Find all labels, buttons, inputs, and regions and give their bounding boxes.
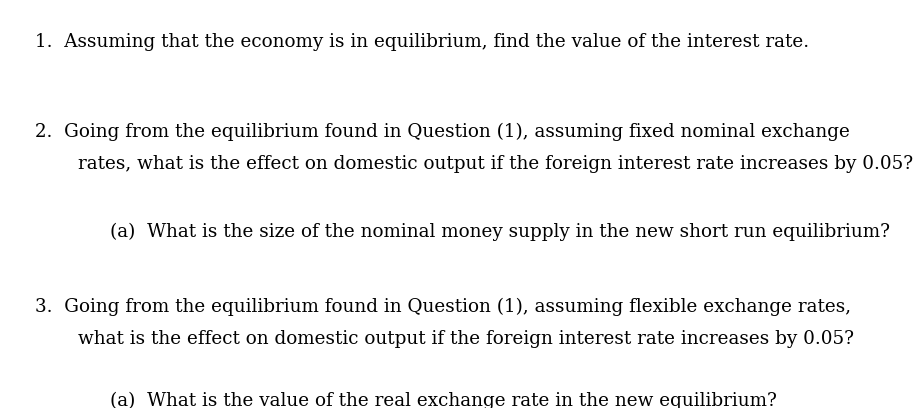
Text: 3.  Going from the equilibrium found in Question (1), assuming flexible exchange: 3. Going from the equilibrium found in Q… <box>35 298 851 316</box>
Text: rates, what is the effect on domestic output if the foreign interest rate increa: rates, what is the effect on domestic ou… <box>78 155 913 173</box>
Text: (a)  What is the value of the real exchange rate in the new equilibrium?: (a) What is the value of the real exchan… <box>110 392 777 408</box>
Text: (a)  What is the size of the nominal money supply in the new short run equilibri: (a) What is the size of the nominal mone… <box>110 222 890 241</box>
Text: 2.  Going from the equilibrium found in Question (1), assuming fixed nominal exc: 2. Going from the equilibrium found in Q… <box>35 122 850 141</box>
Text: 1.  Assuming that the economy is in equilibrium, find the value of the interest : 1. Assuming that the economy is in equil… <box>35 33 809 51</box>
Text: what is the effect on domestic output if the foreign interest rate increases by : what is the effect on domestic output if… <box>78 330 854 348</box>
